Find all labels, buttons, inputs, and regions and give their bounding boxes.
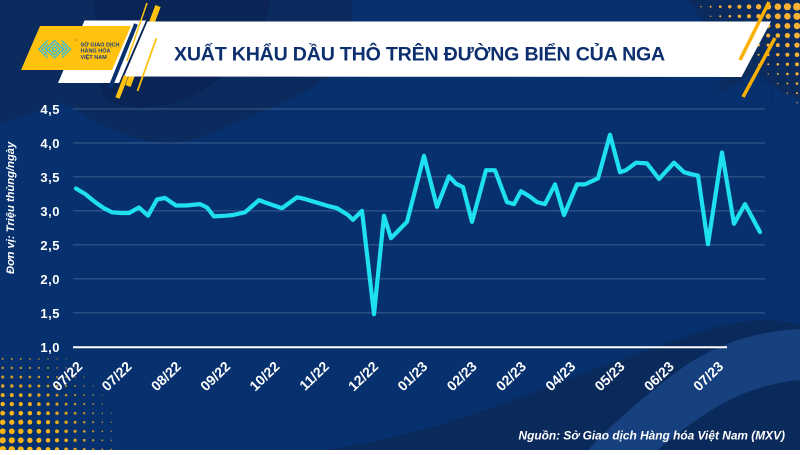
svg-text:Nguồn: Sở Giao dịch Hàng hóa V: Nguồn: Sở Giao dịch Hàng hóa Việt Nam (M… — [518, 429, 785, 443]
svg-text:3,0: 3,0 — [40, 204, 60, 219]
svg-text:2,0: 2,0 — [40, 272, 60, 287]
svg-text:Đơn vị: Triệu thùng/ngày: Đơn vị: Triệu thùng/ngày — [5, 141, 17, 274]
svg-text:XUẤT KHẨU DẦU THÔ TRÊN ĐƯỜNG B: XUẤT KHẨU DẦU THÔ TRÊN ĐƯỜNG BIỂN CỦA NG… — [174, 42, 665, 66]
svg-text:4,5: 4,5 — [40, 102, 60, 117]
svg-text:1,0: 1,0 — [40, 340, 60, 355]
svg-text:SỞ GIAO DỊCH: SỞ GIAO DỊCH — [81, 41, 120, 48]
svg-text:™: ™ — [75, 39, 78, 43]
svg-text:3,5: 3,5 — [40, 170, 60, 185]
svg-text:4,0: 4,0 — [40, 136, 60, 151]
svg-text:1,5: 1,5 — [40, 306, 60, 321]
svg-text:VIỆT NAM: VIỆT NAM — [81, 53, 108, 61]
svg-text:2,5: 2,5 — [40, 238, 60, 253]
svg-text:HÀNG HÓA: HÀNG HÓA — [81, 47, 111, 55]
